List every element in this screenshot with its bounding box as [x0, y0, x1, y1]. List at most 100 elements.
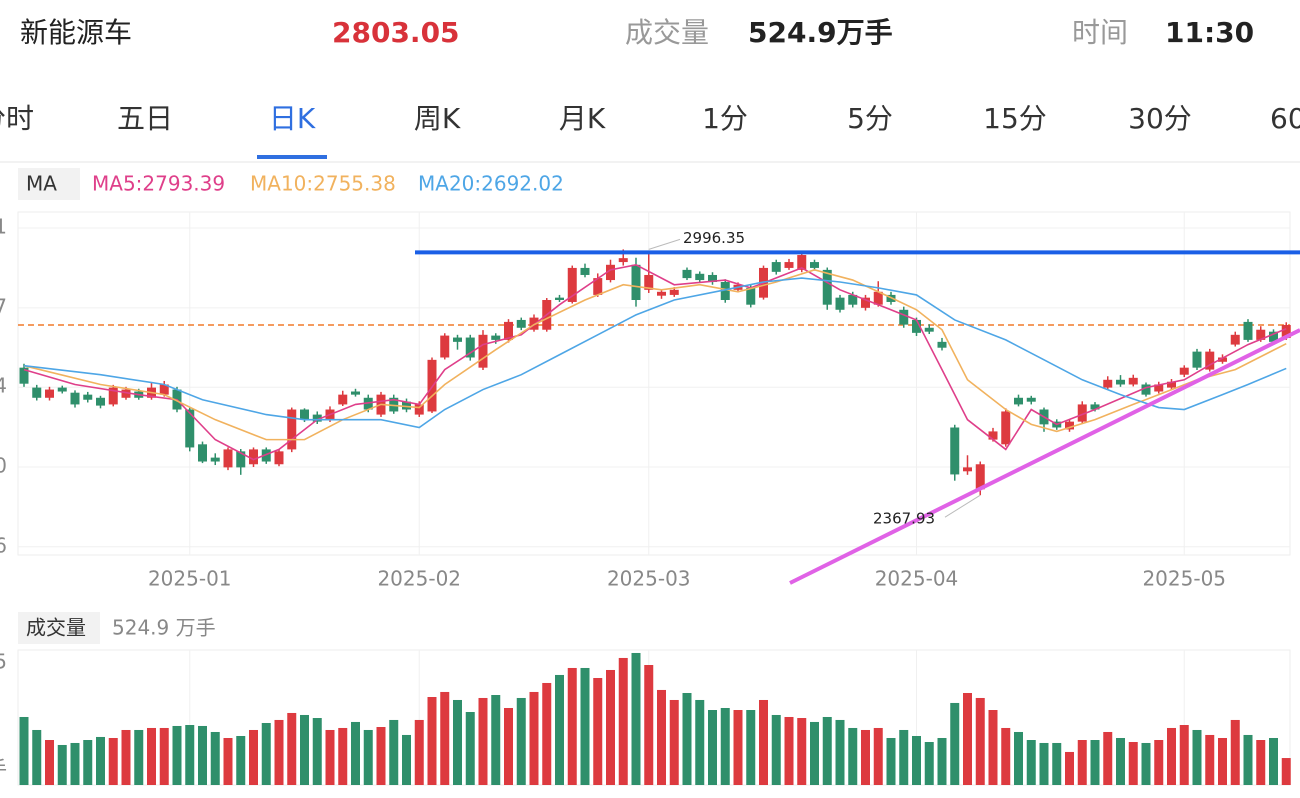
candle-body	[695, 273, 705, 281]
volume-bar	[899, 729, 909, 785]
volume-bar	[249, 729, 258, 785]
volume-bar	[159, 727, 169, 785]
candle-body	[593, 278, 603, 295]
candle-body	[797, 255, 807, 270]
volume-bar	[1205, 734, 1215, 785]
volume-bar	[759, 699, 768, 785]
candle-body	[287, 409, 297, 450]
candle-body	[873, 291, 883, 305]
volume-bar	[363, 729, 373, 785]
candle-body	[465, 337, 475, 358]
volume-bar	[733, 710, 743, 785]
volume-bar	[45, 740, 54, 785]
volume-bar	[57, 744, 67, 785]
time: 11:30	[1165, 16, 1254, 49]
candle-body	[924, 327, 934, 332]
volume-bar	[1167, 727, 1176, 785]
volume-bar	[478, 697, 488, 785]
candle-body	[210, 457, 220, 462]
price: 2803.05	[332, 16, 460, 49]
ma-legend: MA10:2755.38	[250, 172, 396, 196]
volume-bar	[644, 665, 654, 785]
volume-bar	[873, 727, 883, 785]
volume-bar	[1281, 758, 1291, 785]
volume-bar	[32, 729, 42, 785]
active-tab-underline	[257, 155, 327, 159]
volume-bar	[402, 734, 411, 785]
candle-body	[1103, 379, 1113, 388]
tab[interactable]: 月K	[559, 102, 606, 135]
x-tick-label: 2025-04	[875, 567, 959, 591]
candle-body	[300, 409, 309, 420]
volume-bar	[1154, 740, 1164, 785]
candle-body	[478, 334, 488, 368]
candle-body	[32, 387, 42, 398]
candle-body	[351, 391, 360, 395]
candle-body	[312, 414, 322, 422]
time-title: 时间	[1072, 16, 1128, 49]
candle-body	[682, 269, 692, 279]
candle-body	[159, 384, 169, 395]
volume-bar	[822, 716, 832, 785]
candle-body	[708, 274, 717, 283]
candle-body	[784, 262, 794, 268]
candle-body	[580, 267, 590, 275]
candle-body	[822, 269, 832, 305]
volume-bar	[1256, 740, 1266, 785]
volume-bar	[797, 718, 807, 785]
volume-bar	[312, 718, 322, 785]
volume-box	[18, 612, 100, 644]
volume-bar	[1001, 727, 1011, 785]
volume-bar	[198, 725, 207, 785]
volume-bar	[465, 712, 475, 785]
candle-body	[975, 464, 985, 490]
volume-bar	[618, 657, 628, 785]
candle-body	[223, 449, 233, 468]
volume-bar	[593, 677, 603, 785]
volume-bar	[1179, 725, 1189, 785]
volume-bar	[121, 729, 131, 785]
volume-bar	[1218, 737, 1227, 785]
candle-body	[950, 427, 960, 475]
tab[interactable]: 周K	[414, 102, 461, 135]
tab[interactable]: 1分	[702, 102, 748, 135]
volume-bar	[1014, 731, 1023, 785]
candle-body	[746, 287, 756, 305]
volume-bar	[96, 736, 105, 785]
volume-bar	[147, 727, 156, 785]
tab[interactable]: 5分	[847, 102, 893, 135]
y-tick-label: 3051	[0, 215, 7, 239]
tab[interactable]: 五日	[117, 102, 173, 135]
volume-bar	[542, 682, 552, 785]
volume-bar	[1039, 742, 1049, 785]
candle-body	[1154, 384, 1164, 392]
tab[interactable]: 分时	[0, 102, 34, 135]
volume-bar	[529, 691, 539, 785]
candle-body	[1179, 367, 1189, 375]
volume-bar	[1065, 751, 1074, 785]
volume-bar	[338, 727, 348, 785]
tab[interactable]: 日K	[269, 102, 316, 135]
volume-bar	[924, 742, 934, 785]
candle-body	[644, 274, 654, 290]
volume-bar	[669, 699, 679, 785]
y-unit-label: 万手	[0, 757, 7, 781]
candle-body	[835, 297, 845, 310]
candle-body	[555, 297, 564, 300]
volume-bar	[912, 735, 921, 785]
volume-bar	[1077, 740, 1087, 785]
volume-bar	[453, 699, 462, 785]
candle-body	[198, 444, 207, 462]
volume-bar	[708, 710, 717, 785]
x-tick-label: 2025-03	[607, 567, 691, 591]
candle-body	[771, 262, 781, 272]
ma-line	[23, 269, 1287, 441]
tab[interactable]: 60分	[1270, 102, 1300, 135]
candle-body	[1128, 377, 1138, 385]
volume-title: 成交量	[625, 16, 709, 49]
tab[interactable]: 30分	[1128, 102, 1192, 135]
tab[interactable]: 15分	[983, 102, 1047, 135]
candle-body	[96, 397, 105, 406]
candle-body	[810, 262, 819, 268]
